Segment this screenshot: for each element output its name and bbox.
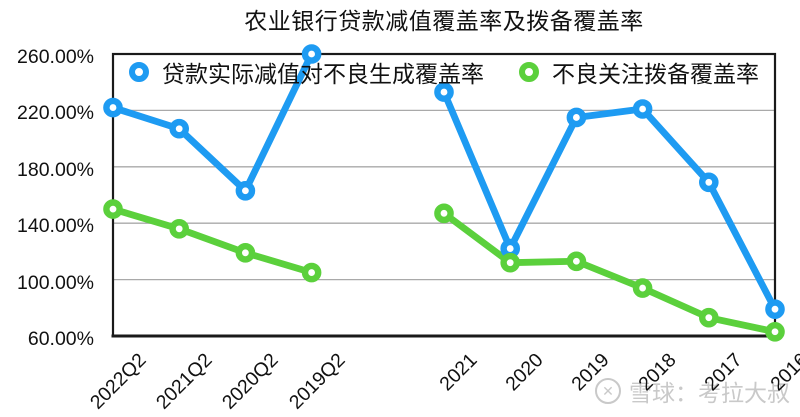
- data-point-marker-0: [301, 44, 322, 64]
- y-tick-label: 140.00%: [17, 215, 94, 238]
- data-point-marker-1: [632, 278, 653, 298]
- data-point-marker-1: [765, 321, 785, 342]
- series-line-1: [109, 205, 316, 276]
- data-point-marker-0: [434, 82, 454, 102]
- data-point-marker-1: [103, 199, 123, 219]
- data-point-marker-1: [434, 203, 454, 224]
- watermark-text: 雪球：考拉大叔: [629, 380, 790, 406]
- series-line-0: [109, 50, 316, 195]
- legend-ring-icon: [129, 62, 149, 82]
- y-tick-label: 100.00%: [17, 271, 94, 294]
- data-point-marker-1: [500, 252, 521, 273]
- data-point-marker-1: [235, 243, 256, 263]
- data-point-marker-0: [103, 97, 123, 118]
- data-point-marker-1: [169, 219, 189, 239]
- legend-label: 不良关注拨备覆盖率: [552, 61, 759, 87]
- y-tick-label: 180.00%: [17, 158, 94, 181]
- chart-title: 农业银行贷款减值覆盖率及拨备覆盖率: [244, 8, 644, 34]
- series-line-1: [440, 209, 779, 336]
- data-point-marker-0: [169, 118, 189, 139]
- data-point-marker-0: [699, 172, 719, 193]
- legend-label: 贷款实际减值对不良生成覆盖率: [162, 61, 484, 87]
- data-point-marker-0: [235, 180, 256, 201]
- legend-ring-icon: [519, 62, 539, 82]
- data-point-marker-1: [566, 251, 587, 272]
- xueqiu-logo-icon: ✕: [595, 378, 621, 404]
- watermark: ✕ 雪球：考拉大叔: [595, 374, 790, 408]
- legend: 贷款实际减值对不良生成覆盖率 不良关注拨备覆盖率: [113, 55, 775, 89]
- series-line-0: [440, 88, 779, 313]
- data-point-marker-0: [765, 299, 785, 320]
- y-tick-label: 220.00%: [17, 102, 94, 125]
- data-point-marker-0: [566, 107, 587, 128]
- data-point-marker-1: [699, 307, 719, 328]
- data-point-marker-0: [632, 99, 653, 119]
- legend-item: 贷款实际减值对不良生成覆盖率: [129, 55, 484, 89]
- y-tick-label: 60.00%: [27, 328, 94, 350]
- data-point-marker-1: [301, 262, 322, 283]
- legend-item: 不良关注拨备覆盖率: [519, 55, 759, 89]
- y-tick-label: 260.00%: [17, 46, 94, 68]
